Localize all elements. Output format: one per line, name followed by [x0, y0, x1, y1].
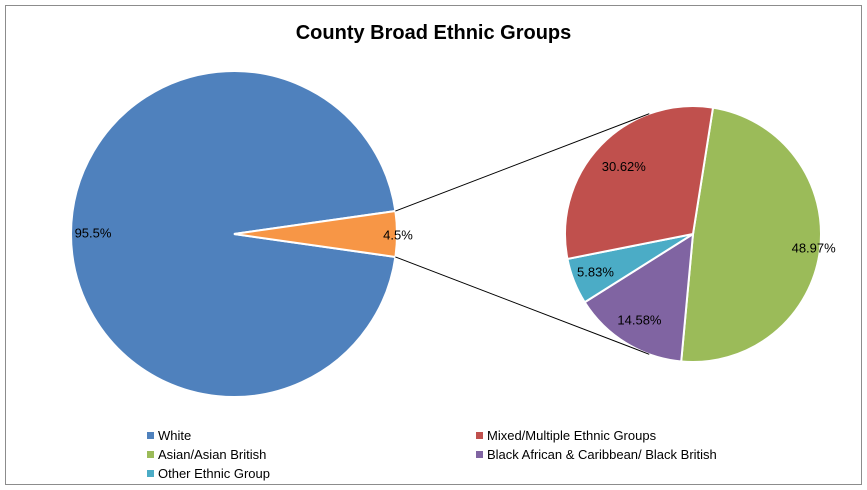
pie-slice-breakout — [233, 209, 398, 259]
data-label-asian-asian-british: 48.97% — [792, 241, 837, 256]
breakout-slice-black-african-caribbean-black-british — [583, 232, 695, 363]
pie-slice-white — [70, 70, 397, 398]
breakout-slice-asian-asian-british — [680, 106, 822, 363]
data-label-white: 95.5% — [75, 225, 112, 240]
chart-title: County Broad Ethnic Groups — [295, 22, 572, 44]
connector-line-top — [395, 113, 650, 212]
data-label-black-african-caribbean-black-british: 14.58% — [617, 313, 662, 328]
data-label-mixed-multiple-ethnic-groups: 30.62% — [602, 159, 647, 174]
data-label-other-ethnic-group: 5.83% — [577, 264, 614, 279]
connector-line-bottom — [395, 256, 650, 355]
data-label-breakout: 4.5% — [383, 227, 413, 242]
breakout-slice-mixed-multiple-ethnic-groups — [564, 105, 715, 261]
